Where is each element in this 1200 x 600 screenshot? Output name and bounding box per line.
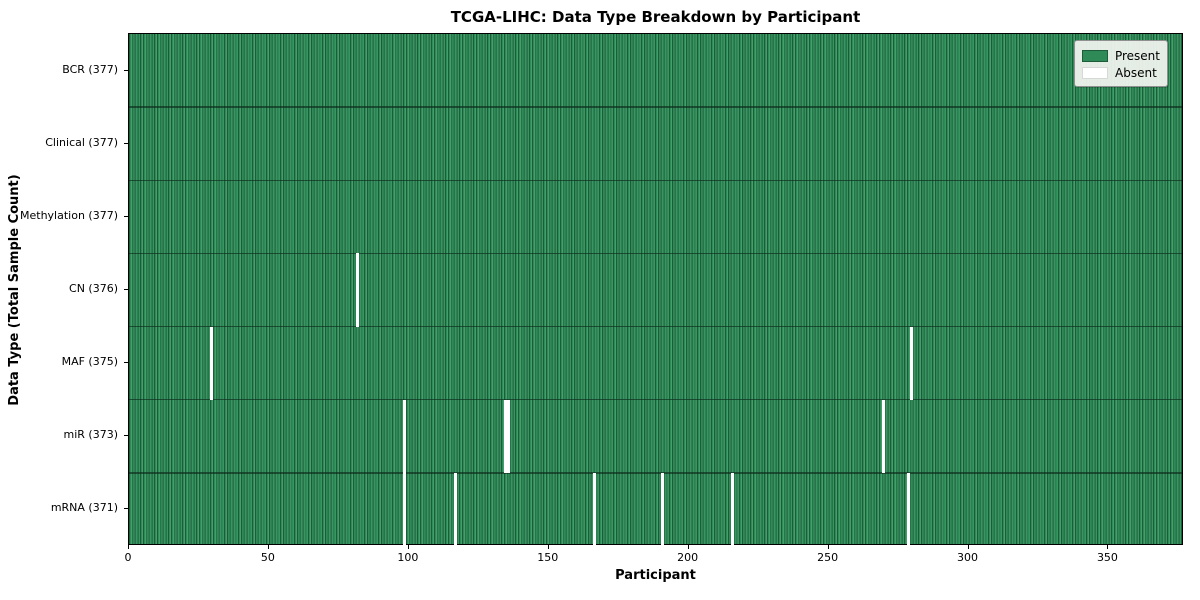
x-tick-label-150: 150 <box>537 551 559 564</box>
absent-marker-CN-81 <box>355 253 359 327</box>
absent-marker-mRNA-98 <box>403 472 407 546</box>
y-tick-mark <box>124 69 128 71</box>
x-tick-mark <box>128 545 129 549</box>
y-tick-mark <box>124 435 128 437</box>
y-tick-label-Clinical: Clinical (377) <box>45 135 118 149</box>
legend-label-absent: Absent <box>1115 65 1157 80</box>
y-tick-mark <box>124 362 128 364</box>
x-tick-mark <box>267 545 269 549</box>
legend-item-present: Present <box>1082 47 1160 64</box>
absent-marker-mRNA-215 <box>730 472 734 546</box>
y-tick-label-MAF: MAF (375) <box>61 355 118 369</box>
x-tick-label-50: 50 <box>260 551 275 564</box>
x-tick-mark <box>1107 545 1109 549</box>
absent-marker-mRNA-116 <box>453 472 457 546</box>
x-tick-mark <box>407 545 409 549</box>
chart-title: TCGA-LIHC: Data Type Breakdown by Partic… <box>450 8 861 26</box>
x-tick-label-200: 200 <box>677 551 699 564</box>
x-tick-label-300: 300 <box>957 551 979 564</box>
absent-marker-miR-269 <box>881 399 885 473</box>
row-separator <box>129 106 1182 108</box>
row-separator <box>129 179 1182 181</box>
absent-swatch <box>1082 66 1108 79</box>
y-tick-label-Methylation: Methylation (377) <box>20 208 118 222</box>
absent-marker-miR-98 <box>403 399 407 473</box>
absent-marker-MAF-29 <box>210 326 214 400</box>
row-separator <box>129 325 1182 328</box>
x-axis-title: Participant <box>615 568 696 583</box>
legend: Present Absent <box>1074 40 1168 87</box>
absent-marker-miR-134 <box>503 399 507 473</box>
x-tick-mark <box>827 545 829 549</box>
absent-marker-mRNA-166 <box>593 472 597 546</box>
y-tick-label-BCR: BCR (377) <box>62 62 118 76</box>
absent-marker-miR-135 <box>506 399 510 473</box>
y-tick-mark <box>124 142 128 144</box>
y-tick-mark <box>124 289 128 290</box>
y-tick-label-miR: miR (373) <box>63 428 119 442</box>
row-separator <box>129 399 1182 401</box>
x-tick-mark <box>967 545 969 549</box>
x-tick-mark <box>687 545 689 549</box>
x-tick-label-100: 100 <box>397 551 419 564</box>
absent-marker-MAF-279 <box>909 326 913 400</box>
row-separator <box>129 472 1182 474</box>
x-tick-mark <box>547 545 549 549</box>
absent-marker-mRNA-278 <box>906 472 910 546</box>
present-swatch <box>1082 49 1108 62</box>
y-tick-mark <box>124 215 128 217</box>
row-separator <box>129 252 1182 255</box>
plot-area <box>128 33 1183 546</box>
legend-item-absent: Absent <box>1082 64 1160 81</box>
x-tick-label-250: 250 <box>817 551 839 564</box>
y-tick-mark <box>124 508 128 510</box>
x-tick-label-350: 350 <box>1096 551 1118 564</box>
x-tick-label-0: 0 <box>124 551 132 564</box>
legend-label-present: Present <box>1114 48 1160 63</box>
absent-marker-mRNA-190 <box>660 472 664 546</box>
y-tick-label-mRNA: mRNA (371) <box>50 501 118 515</box>
y-tick-label-CN: CN (376) <box>69 282 118 295</box>
